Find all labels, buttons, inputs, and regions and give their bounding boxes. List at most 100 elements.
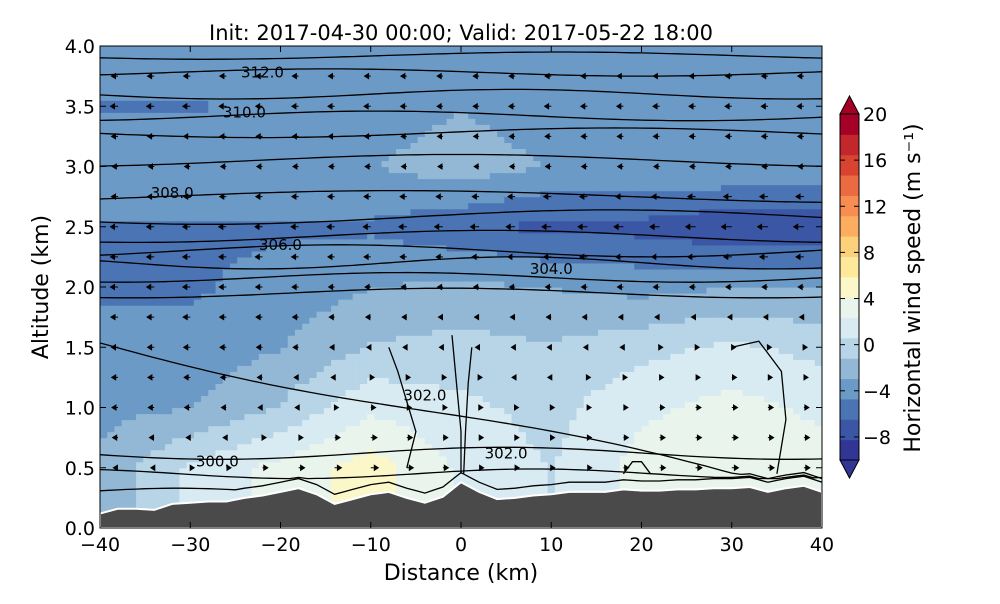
field-cell — [193, 136, 202, 143]
field-cell — [100, 425, 108, 433]
field-cell — [229, 70, 238, 77]
field-cell — [540, 461, 549, 469]
field-cell — [186, 407, 195, 415]
field-cell — [533, 461, 542, 469]
field-cell — [352, 142, 361, 150]
field-cell — [172, 329, 181, 336]
field-cell — [533, 335, 542, 342]
field-cell — [150, 130, 159, 137]
field-cell — [157, 244, 166, 252]
field-cell — [359, 208, 368, 216]
field-cell — [150, 262, 159, 270]
field-cell — [381, 443, 390, 451]
field-cell — [359, 383, 368, 391]
field-cell — [201, 413, 209, 421]
field-cell — [266, 287, 274, 294]
field-cell — [229, 178, 238, 186]
field-cell — [482, 467, 491, 475]
field-cell — [100, 118, 108, 125]
field-cell — [439, 250, 448, 258]
field-cell — [114, 100, 123, 107]
field-cell — [157, 52, 166, 59]
field-cell — [432, 94, 440, 101]
field-cell — [468, 142, 477, 150]
field-cell — [540, 64, 549, 71]
field-cell — [410, 317, 419, 324]
field-cell — [172, 106, 181, 113]
field-cell — [410, 311, 419, 318]
field-cell — [215, 160, 224, 168]
field-cell — [251, 323, 260, 330]
field-cell — [424, 112, 433, 119]
field-cell — [497, 299, 505, 306]
field-cell — [367, 359, 375, 366]
field-cell — [136, 347, 144, 354]
field-cell — [164, 46, 173, 53]
field-cell — [345, 136, 354, 143]
field-cell — [439, 455, 448, 463]
field-cell — [244, 359, 253, 366]
field-cell — [150, 118, 159, 125]
field-cell — [525, 371, 534, 378]
field-cell — [157, 154, 166, 162]
field-cell — [273, 226, 282, 234]
field-cell — [215, 178, 224, 186]
field-cell — [338, 491, 347, 499]
field-cell — [222, 184, 231, 192]
field-cell — [453, 280, 462, 288]
field-cell — [475, 178, 484, 186]
field-cell — [461, 232, 469, 240]
field-cell — [302, 208, 310, 216]
field-cell — [143, 202, 152, 210]
field-cell — [157, 443, 166, 451]
field-cell — [381, 112, 390, 119]
field-cell — [359, 238, 368, 246]
field-cell — [273, 389, 282, 397]
field-cell — [410, 262, 419, 270]
field-cell — [461, 178, 469, 186]
field-cell — [172, 353, 181, 360]
field-cell — [302, 262, 310, 270]
field-cell — [100, 479, 108, 487]
field-cell — [143, 184, 152, 192]
field-cell — [533, 88, 542, 95]
field-cell — [266, 413, 274, 421]
field-cell — [525, 311, 534, 318]
field-cell — [121, 184, 130, 192]
field-cell — [229, 407, 238, 415]
field-cell — [309, 473, 318, 481]
field-cell — [164, 256, 173, 264]
field-cell — [367, 244, 375, 252]
field-cell — [482, 52, 491, 59]
field-cell — [107, 353, 116, 360]
field-cell — [143, 365, 152, 372]
field-cell — [186, 425, 195, 433]
field-cell — [403, 214, 412, 222]
field-cell — [345, 118, 354, 125]
field-cell — [525, 94, 534, 101]
field-cell — [504, 196, 513, 204]
field-cell — [280, 130, 289, 137]
field-cell — [100, 401, 108, 409]
field-cell — [258, 256, 267, 264]
field-cell — [179, 280, 188, 288]
field-cell — [157, 118, 166, 125]
field-cell — [316, 238, 325, 246]
field-cell — [229, 479, 238, 487]
field-cell — [114, 208, 123, 216]
field-cell — [128, 100, 137, 107]
field-cell — [439, 70, 448, 77]
field-cell — [107, 142, 116, 150]
field-cell — [374, 172, 383, 180]
field-cell — [201, 317, 209, 324]
field-cell — [107, 262, 116, 270]
field-cell — [215, 46, 224, 53]
field-cell — [193, 401, 202, 409]
field-cell — [424, 160, 433, 168]
field-cell — [294, 425, 303, 433]
field-cell — [374, 154, 383, 162]
field-cell — [128, 184, 137, 192]
field-cell — [193, 377, 202, 384]
field-cell — [222, 449, 231, 457]
field-cell — [403, 359, 412, 366]
